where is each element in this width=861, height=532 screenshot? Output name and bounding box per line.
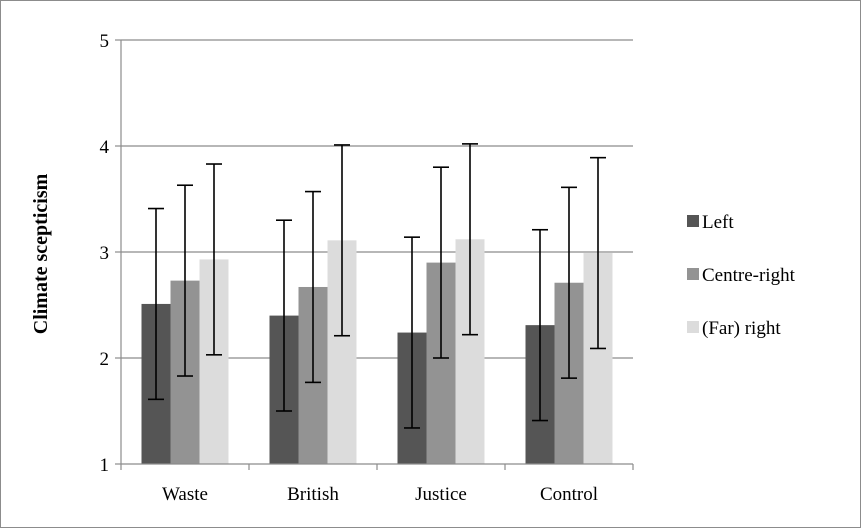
error-bar xyxy=(590,156,606,350)
y-tick-label: 3 xyxy=(100,243,110,264)
error-bar xyxy=(334,144,350,337)
error-bar xyxy=(462,143,478,336)
legend: Left Centre-right (Far) right xyxy=(687,212,796,339)
error-bar xyxy=(433,166,449,359)
error-bar xyxy=(404,236,420,429)
error-bar xyxy=(148,207,164,401)
error-bar xyxy=(532,228,548,422)
error-bar xyxy=(206,163,222,356)
y-tick-label: 1 xyxy=(100,455,110,476)
y-tick-label: 5 xyxy=(100,31,110,52)
x-category-label: Justice xyxy=(415,484,467,505)
bars xyxy=(141,239,613,464)
error-bar xyxy=(561,186,577,379)
error-bar xyxy=(305,190,321,384)
y-axis-title: Climate scepticism xyxy=(30,173,52,334)
legend-label: (Far) right xyxy=(702,318,781,339)
x-category-label: British xyxy=(287,484,339,505)
axes: 1 2 3 4 5 Waste British Justice Control xyxy=(100,31,634,505)
legend-swatch xyxy=(687,215,699,227)
y-tick-label: 2 xyxy=(100,349,110,370)
legend-label: Centre-right xyxy=(702,265,796,286)
y-tick-label: 4 xyxy=(100,137,110,158)
x-category-label: Control xyxy=(540,484,598,505)
legend-swatch xyxy=(687,321,699,333)
error-bar xyxy=(276,219,292,412)
x-category-label: Waste xyxy=(162,484,208,505)
legend-swatch xyxy=(687,268,699,280)
legend-label: Left xyxy=(702,212,734,233)
error-bars xyxy=(148,143,606,429)
error-bar xyxy=(177,184,193,377)
